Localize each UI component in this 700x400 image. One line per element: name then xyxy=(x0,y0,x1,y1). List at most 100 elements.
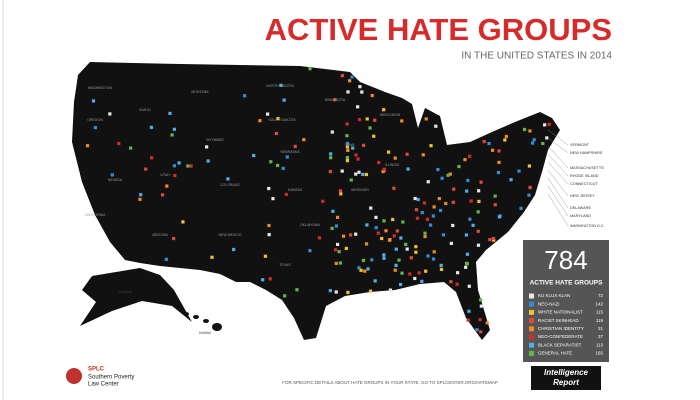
marker xyxy=(392,186,396,190)
callout-label: MASSACHUSETTS xyxy=(570,166,604,170)
marker xyxy=(426,180,430,184)
marker xyxy=(382,253,386,257)
marker xyxy=(271,197,275,201)
leader-line xyxy=(547,153,569,177)
marker xyxy=(348,233,353,237)
marker xyxy=(441,233,446,237)
marker xyxy=(372,134,376,138)
marker xyxy=(357,266,361,270)
marker xyxy=(172,236,176,241)
marker xyxy=(374,215,378,219)
marker xyxy=(528,129,532,133)
marker xyxy=(408,272,412,276)
marker xyxy=(545,136,549,140)
legend-count: 165 xyxy=(595,351,603,356)
marker xyxy=(504,134,508,139)
island xyxy=(183,312,189,316)
marker xyxy=(345,145,350,149)
marker xyxy=(463,157,467,162)
legend: KU KLUX KLAN 72 NEO-NAZI 142 WHITE NATIONALI… xyxy=(529,293,603,356)
callout-label: VERMONT xyxy=(570,143,590,147)
marker xyxy=(276,163,280,168)
marker xyxy=(329,152,333,156)
marker xyxy=(308,249,312,253)
marker xyxy=(333,98,337,102)
state-label: NEVADA xyxy=(108,178,123,182)
legend-count: 115 xyxy=(596,310,604,315)
marker xyxy=(366,267,370,271)
state-label: IOWA xyxy=(345,143,355,147)
marker xyxy=(476,210,480,214)
marker xyxy=(361,258,366,263)
marker xyxy=(467,284,471,288)
marker xyxy=(519,206,523,210)
marker xyxy=(437,197,441,201)
marker xyxy=(317,236,322,240)
marker xyxy=(285,155,289,159)
marker xyxy=(226,177,230,181)
marker xyxy=(354,153,358,157)
callouts: VERMONT NEW HAMPSHIRE MASSACHUSETTS RHODE I… xyxy=(547,129,605,228)
state-label: NEBRASKA xyxy=(280,150,300,154)
marker xyxy=(269,160,273,164)
marker xyxy=(436,167,440,172)
marker xyxy=(503,138,507,142)
marker xyxy=(267,233,271,237)
legend-name: WHITE NATIONALIST xyxy=(538,310,583,315)
marker xyxy=(421,153,425,157)
marker xyxy=(331,209,335,213)
legend-swatch xyxy=(529,326,534,332)
marker xyxy=(467,154,472,158)
marker xyxy=(444,201,448,206)
logo-line: Southern Poverty xyxy=(88,375,134,381)
marker xyxy=(365,223,369,227)
legend-name: CHRISTIAN IDENTITY xyxy=(538,326,584,331)
marker xyxy=(364,172,369,177)
legend-name: GENERAL HATE xyxy=(538,351,572,356)
marker xyxy=(335,215,340,219)
marker xyxy=(455,282,459,286)
legend-count: 113 xyxy=(596,342,604,347)
marker xyxy=(186,164,190,168)
marker xyxy=(414,208,419,212)
legend-swatch xyxy=(529,350,534,356)
marker xyxy=(477,189,481,193)
marker xyxy=(393,156,397,160)
marker xyxy=(267,223,271,228)
legend-swatch xyxy=(529,318,534,324)
leader-line xyxy=(547,169,569,197)
marker xyxy=(370,258,374,262)
marker xyxy=(321,199,325,203)
marker xyxy=(368,289,373,293)
marker xyxy=(493,203,497,207)
leader-line xyxy=(547,145,569,169)
marker xyxy=(422,201,427,205)
state-labels: WASHINGTON OREGON IDAHO MONTANA NORTH DAKOTA… xyxy=(84,84,400,335)
marker xyxy=(338,261,343,265)
marker xyxy=(401,220,405,224)
marker xyxy=(263,254,268,258)
marker xyxy=(492,238,496,242)
island xyxy=(193,315,199,319)
marker xyxy=(397,258,401,262)
state-label: NORTH DAKOTA xyxy=(266,84,294,88)
marker xyxy=(382,167,386,171)
title: ACTIVE HATE GROUPS xyxy=(265,12,612,47)
logo-abbr: SPLC xyxy=(88,367,105,373)
state-label: OKLAHOMA xyxy=(300,223,321,227)
marker xyxy=(346,290,350,295)
hawaii xyxy=(183,312,222,331)
marker xyxy=(282,98,286,102)
marker xyxy=(261,278,265,282)
marker xyxy=(497,160,501,165)
marker xyxy=(374,226,378,230)
marker xyxy=(429,144,433,148)
marker xyxy=(478,318,482,322)
marker xyxy=(382,108,386,112)
marker xyxy=(85,144,90,148)
marker xyxy=(356,157,360,161)
alaska xyxy=(80,268,192,326)
marker xyxy=(330,226,334,230)
marker xyxy=(365,117,369,121)
marker xyxy=(345,134,349,138)
